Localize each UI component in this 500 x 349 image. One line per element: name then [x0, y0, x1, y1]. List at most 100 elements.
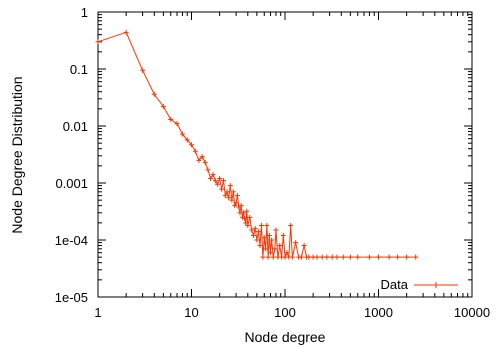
- data-point: [227, 183, 233, 189]
- data-point: [95, 39, 101, 45]
- series-points-data: [95, 29, 419, 260]
- data-point: [273, 227, 279, 233]
- data-point: [205, 167, 211, 173]
- data-point: [280, 232, 286, 238]
- data-point: [226, 195, 232, 201]
- data-point: [255, 229, 261, 235]
- data-point: [202, 159, 208, 165]
- axis-tick-labels: 1 10 100 1000 10000 1 0.1 0.01 0.001 1e-04 1e-05: [55, 5, 490, 320]
- data-point: [208, 175, 214, 181]
- data-point: [224, 189, 230, 195]
- data-point: [222, 193, 228, 199]
- data-point: [261, 235, 267, 241]
- data-point: [192, 148, 198, 154]
- data-point: [151, 91, 157, 97]
- data-point: [245, 222, 251, 228]
- data-point: [249, 227, 255, 233]
- data-point: [242, 215, 248, 221]
- y-tick-label: 1e-04: [55, 233, 88, 248]
- data-point: [395, 254, 401, 260]
- data-point: [269, 237, 275, 243]
- data-point: [168, 117, 174, 123]
- legend: Data: [381, 277, 458, 292]
- data-point: [301, 243, 307, 249]
- y-tick-label: 0.1: [70, 62, 88, 77]
- legend-label-data: Data: [381, 277, 409, 292]
- data-point: [174, 121, 180, 127]
- data-point: [324, 254, 330, 260]
- legend-marker: [433, 282, 439, 288]
- data-point: [298, 254, 304, 260]
- data-point: [238, 203, 244, 209]
- x-axis-title: Node degree: [245, 329, 326, 345]
- data-point: [284, 250, 290, 256]
- data-point: [212, 178, 218, 184]
- x-tick-label: 10000: [454, 305, 490, 320]
- data-point: [219, 186, 225, 192]
- data-point: [268, 250, 274, 256]
- data-point: [210, 172, 216, 178]
- data-point: [288, 222, 294, 228]
- data-point: [340, 254, 346, 260]
- data-point: [293, 240, 299, 246]
- data-point: [264, 222, 270, 228]
- y-tick-label: 0.001: [55, 176, 88, 191]
- y-tick-label: 0.01: [63, 119, 88, 134]
- data-point: [334, 254, 340, 260]
- data-point: [270, 254, 276, 260]
- series-line-data: [97, 31, 416, 258]
- data-point: [306, 254, 312, 260]
- data-point: [263, 246, 269, 252]
- data-point: [289, 254, 295, 260]
- x-tick-label: 1: [94, 305, 101, 320]
- data-point: [184, 137, 190, 143]
- data-point: [329, 254, 335, 260]
- data-point: [314, 254, 320, 260]
- data-point: [386, 254, 392, 260]
- data-point: [229, 197, 235, 203]
- data-point: [244, 208, 250, 214]
- data-point: [252, 225, 258, 231]
- data-point: [189, 142, 194, 148]
- data-point: [230, 189, 236, 195]
- data-point: [239, 214, 245, 220]
- data-point: [247, 214, 253, 220]
- data-point: [319, 254, 325, 260]
- y-tick-label: 1: [81, 5, 88, 20]
- data-point: [215, 181, 221, 187]
- data-point: [260, 254, 266, 260]
- data-point: [217, 175, 223, 181]
- data-point: [250, 232, 256, 238]
- data-point: [234, 193, 240, 199]
- data-point: [347, 254, 353, 260]
- data-point: [277, 243, 283, 249]
- data-point: [179, 131, 185, 137]
- x-tick-label: 100: [274, 305, 296, 320]
- data-point: [140, 67, 146, 73]
- data-point: [266, 232, 272, 238]
- data-point: [196, 157, 202, 163]
- data-point: [160, 103, 166, 109]
- data-point: [355, 254, 361, 260]
- y-axis-title: Node Degree Distribution: [9, 76, 25, 233]
- data-point: [233, 200, 239, 206]
- data-point: [413, 254, 419, 260]
- x-tick-label: 10: [184, 305, 198, 320]
- data-point: [366, 254, 372, 260]
- data-point: [221, 178, 227, 184]
- data-point: [199, 154, 205, 160]
- data-point: [243, 220, 249, 226]
- data-point: [265, 254, 271, 260]
- data-point: [232, 203, 238, 209]
- data-point: [404, 254, 410, 260]
- data-point: [272, 246, 278, 252]
- x-tick-label: 1000: [364, 305, 393, 320]
- y-tick-label: 1e-05: [55, 290, 88, 305]
- data-point: [254, 237, 260, 243]
- data-point: [123, 29, 129, 35]
- data-point: [376, 254, 381, 260]
- data-point: [241, 210, 247, 216]
- axis-ticks: [97, 11, 473, 298]
- data-point: [258, 222, 264, 228]
